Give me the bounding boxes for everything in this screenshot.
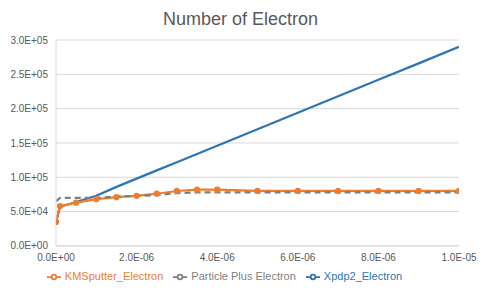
html-text:Particle Plus Electron: Particle Plus Electron [191, 269, 296, 282]
svg-text:8.0E-06: 8.0E-06 [361, 252, 396, 263]
svg-text:1.5E+05: 1.5E+05 [10, 138, 48, 149]
svg-text:2.5E+05: 2.5E+05 [10, 69, 48, 80]
svg-text:1.0E+05: 1.0E+05 [10, 172, 48, 183]
svg-text:0.0E+00: 0.0E+00 [10, 240, 48, 251]
svg-text:4.0E-06: 4.0E-06 [200, 252, 235, 263]
svg-text:2.0E-06: 2.0E-06 [119, 252, 154, 263]
svg-text:2.0E+05: 2.0E+05 [10, 103, 48, 114]
svg-text:5.0E+04: 5.0E+04 [10, 206, 48, 217]
svg-text:1.0E-05: 1.0E-05 [441, 252, 473, 263]
svg-text:6.0E-06: 6.0E-06 [280, 252, 315, 263]
svg-text:0.0E+00: 0.0E+00 [37, 252, 75, 263]
svg-text:3.0E+05: 3.0E+05 [10, 35, 48, 46]
html-text:KMSputter_Electron: KMSputter_Electron [64, 269, 164, 282]
html-text:Number of Electron: Number of Electron [163, 9, 318, 29]
html-text:Xpdp2_Electron: Xpdp2_Electron [323, 269, 403, 282]
